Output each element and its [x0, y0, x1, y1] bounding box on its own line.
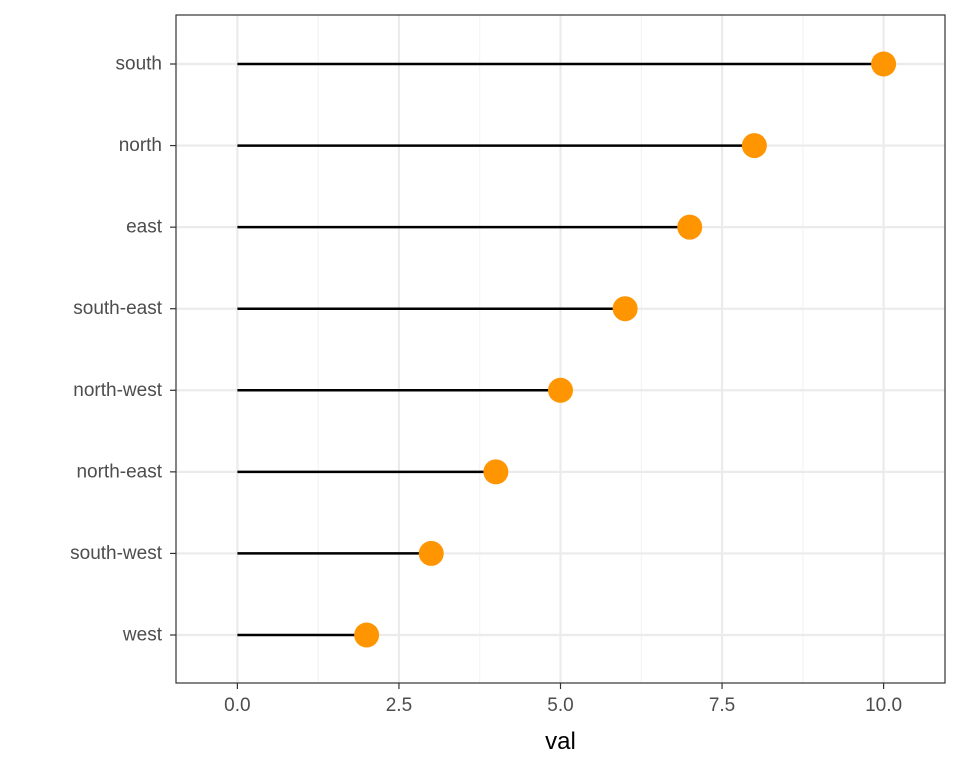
y-tick-label: south-west	[70, 543, 163, 564]
point-south-west	[418, 540, 444, 566]
point-north-east	[483, 459, 509, 485]
y-tick-label: north	[119, 135, 162, 156]
point-north	[741, 133, 767, 159]
y-tick-label: east	[126, 217, 163, 238]
x-tick-label: 0.0	[224, 695, 250, 716]
x-axis: 0.0 2.5 5.0 7.5 10.0	[224, 683, 902, 716]
x-tick-label: 2.5	[386, 695, 412, 716]
point-west	[354, 622, 380, 648]
point-north-west	[548, 377, 573, 403]
x-tick-label: 7.5	[709, 695, 735, 716]
lollipop-stems	[237, 62, 884, 637]
y-tick-label: north-west	[73, 380, 162, 401]
y-tick-label: north-east	[76, 461, 162, 482]
y-tick-label: south-east	[73, 298, 162, 319]
x-axis-title: val	[545, 728, 576, 755]
y-tick-label: south	[116, 54, 162, 75]
major-gridlines	[176, 15, 945, 683]
y-axis: west south-west north-east north-west south-…	[70, 54, 176, 646]
y-tick-label: west	[122, 625, 163, 646]
minor-gridlines	[317, 15, 804, 683]
lollipop-points	[354, 51, 897, 648]
x-tick-label: 10.0	[865, 695, 902, 716]
x-tick-label: 5.0	[547, 695, 573, 716]
point-south	[871, 51, 897, 77]
point-east	[677, 214, 703, 240]
point-south-east	[612, 296, 638, 322]
